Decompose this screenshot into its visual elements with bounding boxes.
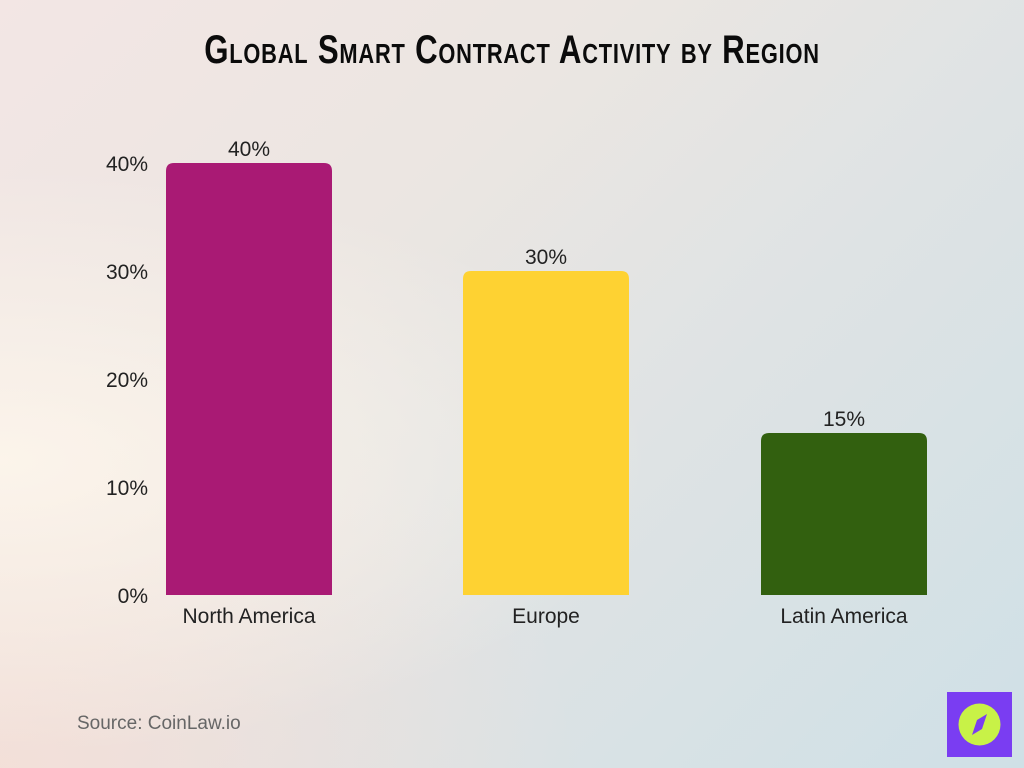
- chart-title: Global Smart Contract Activity by Region: [204, 28, 820, 72]
- compass-icon: [958, 703, 1001, 746]
- data-label: 30%: [525, 246, 567, 269]
- logo: [947, 692, 1012, 757]
- bar: [463, 271, 629, 595]
- data-label: 15%: [823, 408, 865, 431]
- y-tick-label: 40%: [106, 153, 148, 176]
- x-tick-label: Europe: [512, 605, 580, 628]
- y-tick-label: 10%: [106, 477, 148, 500]
- x-tick-label: North America: [182, 605, 315, 628]
- bar: [166, 163, 332, 595]
- y-tick-label: 30%: [106, 261, 148, 284]
- bar: [761, 433, 927, 595]
- y-tick-label: 20%: [106, 369, 148, 392]
- source-note: Source: CoinLaw.io: [77, 713, 241, 734]
- y-tick-label: 0%: [118, 585, 148, 608]
- x-tick-label: Latin America: [780, 605, 908, 628]
- data-label: 40%: [228, 138, 270, 161]
